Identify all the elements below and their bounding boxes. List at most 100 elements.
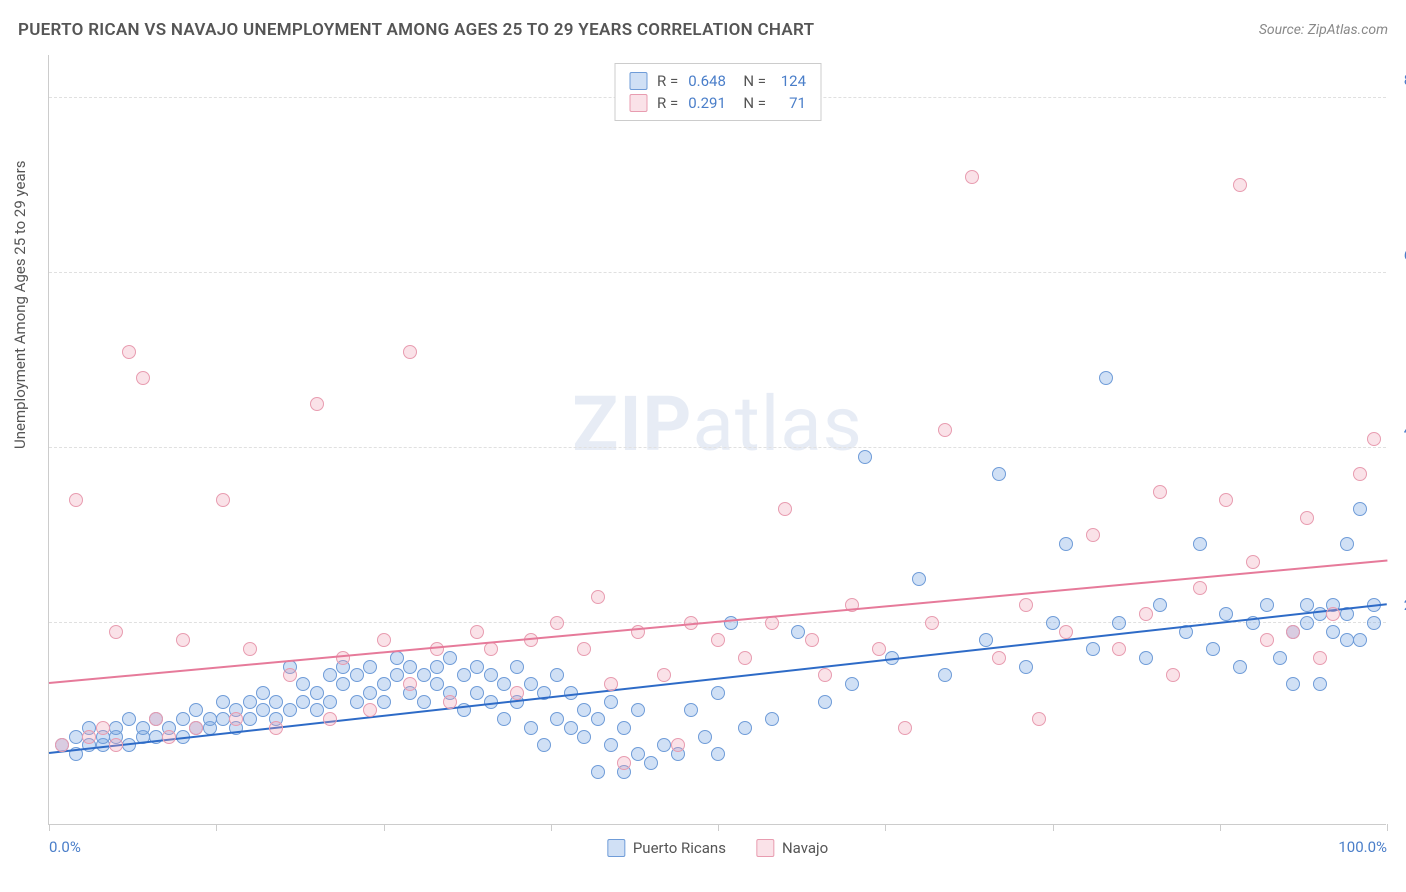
scatter-point — [684, 703, 698, 717]
trend-line — [49, 603, 1387, 754]
scatter-point — [979, 633, 993, 647]
scatter-point — [243, 695, 257, 709]
series-legend-label: Puerto Ricans — [633, 839, 726, 857]
scatter-point — [925, 616, 939, 630]
scatter-point — [992, 467, 1006, 481]
scatter-point — [176, 633, 190, 647]
scatter-point — [109, 625, 123, 639]
gridline — [49, 447, 1386, 448]
scatter-point — [310, 397, 324, 411]
scatter-point — [1300, 616, 1314, 630]
scatter-point — [377, 695, 391, 709]
scatter-point — [470, 625, 484, 639]
scatter-point — [470, 686, 484, 700]
scatter-point — [336, 677, 350, 691]
scatter-point — [229, 712, 243, 726]
scatter-point — [604, 738, 618, 752]
scatter-point — [283, 668, 297, 682]
scatter-point — [269, 695, 283, 709]
scatter-point — [1086, 642, 1100, 656]
scatter-point — [109, 738, 123, 752]
x-tick — [384, 824, 385, 831]
scatter-point — [430, 677, 444, 691]
scatter-point — [1153, 598, 1167, 612]
legend-swatch — [629, 72, 647, 90]
scatter-point — [443, 695, 457, 709]
scatter-point — [1286, 625, 1300, 639]
scatter-point — [805, 633, 819, 647]
scatter-point — [738, 721, 752, 735]
stats-legend-row: R = 0.648 N = 124 — [629, 70, 806, 92]
scatter-point — [550, 616, 564, 630]
scatter-point — [457, 668, 471, 682]
scatter-point — [69, 730, 83, 744]
scatter-point — [1139, 651, 1153, 665]
series-legend-item: Puerto Ricans — [607, 839, 726, 857]
x-tick — [551, 824, 552, 831]
scatter-point — [591, 765, 605, 779]
scatter-point — [631, 747, 645, 761]
scatter-point — [1166, 668, 1180, 682]
x-tick-label: 0.0% — [49, 838, 81, 856]
scatter-point — [363, 703, 377, 717]
scatter-point — [149, 712, 163, 726]
scatter-point — [1273, 651, 1287, 665]
stat-r-label: R = — [657, 94, 678, 112]
x-tick — [1220, 824, 1221, 831]
scatter-point — [550, 712, 564, 726]
scatter-point — [1112, 642, 1126, 656]
scatter-point — [872, 642, 886, 656]
scatter-point — [912, 572, 926, 586]
scatter-point — [1019, 598, 1033, 612]
scatter-point — [591, 712, 605, 726]
series-legend-item: Navajo — [756, 839, 828, 857]
scatter-point — [604, 695, 618, 709]
scatter-point — [403, 660, 417, 674]
scatter-point — [430, 642, 444, 656]
scatter-point — [1326, 607, 1340, 621]
scatter-point — [136, 721, 150, 735]
scatter-point — [296, 677, 310, 691]
scatter-point — [510, 660, 524, 674]
stat-r-value: 0.648 — [688, 72, 726, 90]
scatter-point — [363, 660, 377, 674]
scatter-point — [818, 668, 832, 682]
scatter-point — [109, 721, 123, 735]
scatter-point — [1019, 660, 1033, 674]
scatter-point — [363, 686, 377, 700]
scatter-point — [1193, 537, 1207, 551]
scatter-point — [269, 721, 283, 735]
scatter-point — [858, 450, 872, 464]
scatter-point — [1260, 598, 1274, 612]
scatter-point — [122, 345, 136, 359]
scatter-point — [617, 756, 631, 770]
scatter-point — [1367, 432, 1381, 446]
scatter-point — [698, 730, 712, 744]
stat-n-value: 71 — [776, 94, 806, 112]
scatter-point — [1233, 660, 1247, 674]
series-legend: Puerto Ricans Navajo — [607, 839, 828, 857]
scatter-point — [430, 660, 444, 674]
scatter-point — [1153, 485, 1167, 499]
scatter-point — [176, 712, 190, 726]
scatter-point — [1340, 537, 1354, 551]
scatter-point — [965, 170, 979, 184]
scatter-point — [1099, 371, 1113, 385]
scatter-plot-layer: 20.0%40.0%60.0%80.0%0.0%100.0% — [49, 55, 1386, 824]
scatter-point — [350, 695, 364, 709]
scatter-point — [524, 721, 538, 735]
scatter-point — [1246, 555, 1260, 569]
stat-n-label: N = — [736, 72, 766, 90]
scatter-point — [403, 345, 417, 359]
x-tick — [885, 824, 886, 831]
scatter-point — [1313, 651, 1327, 665]
scatter-point — [938, 423, 952, 437]
legend-swatch — [629, 94, 647, 112]
scatter-point — [577, 703, 591, 717]
scatter-point — [189, 721, 203, 735]
scatter-point — [1032, 712, 1046, 726]
scatter-point — [136, 371, 150, 385]
scatter-point — [216, 712, 230, 726]
scatter-point — [1219, 607, 1233, 621]
legend-swatch — [607, 839, 625, 857]
